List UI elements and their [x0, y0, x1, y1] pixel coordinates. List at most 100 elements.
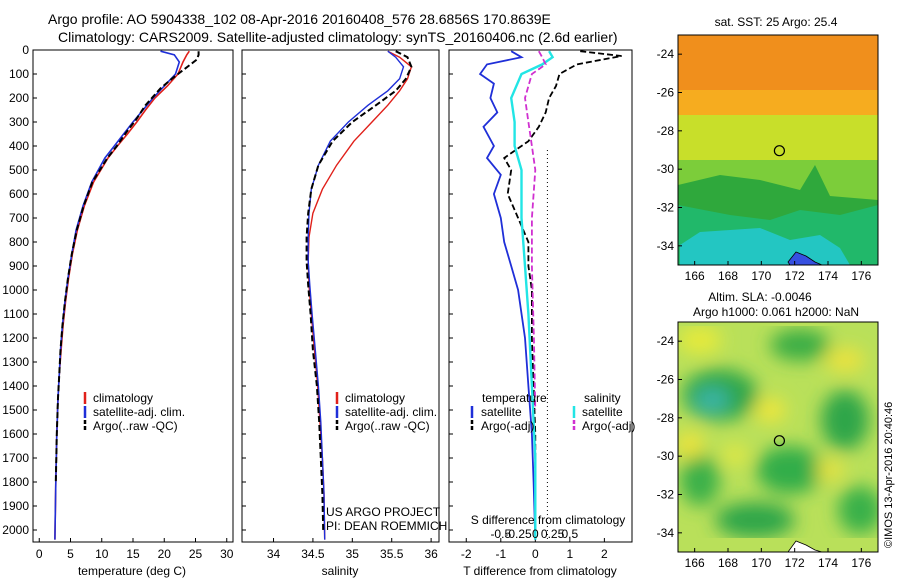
- credit-line-2: PI: DEAN ROEMMICH: [326, 519, 447, 533]
- series-line-s-argo: [524, 50, 547, 411]
- s-difference-xlabel: S difference from climatology: [471, 513, 626, 527]
- depth-tick-label: 1700: [2, 451, 29, 465]
- sst-lat-axis: -24 -26 -28 -30 -32 -34: [657, 47, 682, 253]
- lat-tick-label: -34: [657, 526, 675, 540]
- credit-line-1: US ARGO PROJECT: [326, 505, 441, 519]
- difference-y-ticks: [449, 49, 453, 531]
- x2-tick-label: 0: [532, 527, 539, 541]
- depth-tick-label: 1200: [2, 331, 29, 345]
- difference-x-axis: -2 -1 0 1 2: [461, 538, 608, 561]
- legend-s-satellite: satellite: [582, 405, 623, 419]
- series-line-satellite: [54, 50, 181, 540]
- x-tick-label: 25: [189, 547, 203, 561]
- series-line-argo: [54, 51, 200, 483]
- sst-lon-axis: 166 168 170 172 174 176: [685, 261, 872, 283]
- legend-t-satellite: satellite: [481, 405, 522, 419]
- legend-argo: Argo(..raw -QC): [345, 419, 430, 433]
- sla-map-title: Altim. SLA: -0.0046: [708, 290, 812, 304]
- x2-tick-label: 0.25: [541, 527, 565, 541]
- lat-tick-label: -28: [657, 411, 675, 425]
- x2-tick-label: -0.25: [504, 527, 532, 541]
- lon-tick-label: 166: [685, 556, 705, 570]
- sst-field: [678, 35, 878, 265]
- sla-lat-axis: -24 -26 -28 -30 -32 -34: [657, 334, 682, 540]
- x-tick-label: 20: [158, 547, 172, 561]
- salinity-frame: [241, 49, 440, 543]
- depth-tick-label: 400: [9, 139, 29, 153]
- depth-tick-label: 600: [9, 187, 29, 201]
- depth-tick-label: 900: [9, 259, 29, 273]
- x-tick-label: 35: [346, 547, 360, 561]
- lat-tick-label: -24: [657, 47, 675, 61]
- salinity-y-ticks: [242, 49, 246, 531]
- island-outline: [787, 540, 823, 552]
- argo-float-marker: [773, 145, 786, 157]
- series-line-satellite: [307, 50, 405, 540]
- x-tick-label: 2: [601, 547, 608, 561]
- lon-tick-label: 168: [718, 269, 738, 283]
- salinity-x-axis: 34 34.5 35 35.5 36: [267, 538, 438, 561]
- series-line-climatology: [307, 50, 413, 540]
- lat-tick-label: -26: [657, 373, 675, 387]
- lon-tick-label: 170: [751, 556, 771, 570]
- sst-map: sat. SST: 25 Argo: 25.4 166 168 170 172 174 1…: [657, 15, 879, 283]
- salinity-series: [305, 50, 413, 540]
- x-tick-label: 34.5: [301, 547, 325, 561]
- difference-panel: -2 -1 0 1 2 T difference from climatology S …: [448, 49, 635, 578]
- difference-series: [478, 50, 622, 540]
- salinity-panel: 34 34.5 35 35.5 36 salinity climatology sate…: [241, 49, 447, 578]
- depth-tick-label: 1300: [2, 355, 29, 369]
- temperature-x-axis: 0 5 10 15 20 25 30: [36, 538, 234, 561]
- depth-tick-label: 0: [22, 43, 29, 57]
- depth-tick-label: 1400: [2, 379, 29, 393]
- lon-tick-label: 168: [718, 556, 738, 570]
- lat-tick-label: -30: [657, 449, 675, 463]
- legend-satellite: satellite-adj. clim.: [345, 405, 437, 419]
- legend-argo: Argo(..raw -QC): [93, 419, 178, 433]
- lat-tick-label: -26: [657, 86, 675, 100]
- lat-tick-label: -32: [657, 488, 675, 502]
- sst-map-title: sat. SST: 25 Argo: 25.4: [715, 15, 838, 29]
- lon-tick-label: 174: [818, 269, 838, 283]
- depth-tick-label: 1600: [2, 427, 29, 441]
- t-difference-xlabel: T difference from climatology: [463, 564, 617, 578]
- legend-temperature-title: temperature: [482, 391, 547, 405]
- sla-map: Altim. SLA: -0.0046 Argo h1000: 0.061 h2…: [657, 290, 879, 570]
- depth-tick-label: 1100: [3, 307, 29, 321]
- depth-tick-label: 100: [9, 67, 29, 81]
- x-tick-label: 34: [267, 547, 281, 561]
- series-line-t-argo: [503, 50, 622, 482]
- imos-stamp: ©IMOS 13-Apr-2016 20:40:46: [883, 402, 895, 548]
- depth-tick-label: 1800: [2, 475, 29, 489]
- legend-climatology: climatology: [345, 391, 405, 405]
- argo-float-marker: [773, 435, 786, 447]
- depth-axis: 0 100 200 300 400 500 600 700 800 900 1000 1100 1200…: [2, 43, 37, 537]
- lon-tick-label: 166: [685, 269, 705, 283]
- depth-tick-label: 500: [9, 163, 29, 177]
- lat-tick-label: -28: [657, 124, 675, 138]
- x-tick-label: 5: [67, 547, 74, 561]
- depth-tick-label: 1900: [2, 499, 29, 513]
- sla-map-subtitle: Argo h1000: 0.061 h2000: NaN: [693, 305, 859, 319]
- legend-s-argo: Argo(-adj): [582, 419, 635, 433]
- x-tick-label: -1: [495, 547, 506, 561]
- x-tick-label: 10: [95, 547, 109, 561]
- depth-tick-label: 1500: [2, 403, 29, 417]
- x-tick-label: 1: [567, 547, 574, 561]
- sst-map-frame: [677, 34, 879, 266]
- depth-tick-label: 700: [9, 211, 29, 225]
- legend-t-argo: Argo(-adj): [481, 419, 534, 433]
- lon-tick-label: 176: [851, 556, 871, 570]
- temperature-series: [54, 50, 200, 540]
- x-tick-label: 35.5: [380, 547, 404, 561]
- sla-lon-axis: 166 168 170 172 174 176: [685, 548, 872, 570]
- s-difference-ticks: -0.5-0.25 0 0.250.5: [490, 527, 578, 541]
- salinity-legend: climatology satellite-adj. clim. Argo(..…: [335, 391, 437, 433]
- lon-tick-label: 174: [818, 556, 838, 570]
- salinity-xlabel: salinity: [322, 564, 359, 578]
- depth-tick-label: 200: [9, 91, 29, 105]
- x-tick-label: -2: [461, 547, 472, 561]
- legend-climatology: climatology: [93, 391, 153, 405]
- series-line-climatology: [54, 50, 190, 540]
